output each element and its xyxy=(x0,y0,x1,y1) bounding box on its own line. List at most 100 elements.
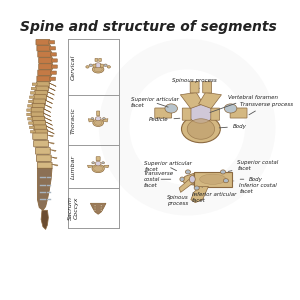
FancyBboxPatch shape xyxy=(38,52,52,57)
FancyBboxPatch shape xyxy=(51,59,57,62)
FancyBboxPatch shape xyxy=(32,116,45,121)
Text: Pedicle: Pedicle xyxy=(149,117,180,122)
Ellipse shape xyxy=(165,104,178,113)
FancyBboxPatch shape xyxy=(27,109,32,111)
Polygon shape xyxy=(43,113,51,117)
FancyBboxPatch shape xyxy=(32,103,45,108)
Polygon shape xyxy=(48,142,54,144)
Ellipse shape xyxy=(34,139,46,141)
Ellipse shape xyxy=(86,66,89,68)
Text: Lumbar: Lumbar xyxy=(70,155,76,179)
Polygon shape xyxy=(43,109,51,112)
Polygon shape xyxy=(51,157,57,159)
Ellipse shape xyxy=(38,44,48,46)
Text: Superior costal
facet: Superior costal facet xyxy=(228,160,279,171)
FancyBboxPatch shape xyxy=(33,121,46,126)
Ellipse shape xyxy=(34,121,43,122)
FancyBboxPatch shape xyxy=(36,86,48,91)
Polygon shape xyxy=(49,83,56,86)
Text: Body: Body xyxy=(219,124,247,129)
Ellipse shape xyxy=(189,176,195,183)
Ellipse shape xyxy=(94,166,103,171)
FancyBboxPatch shape xyxy=(230,108,247,118)
FancyBboxPatch shape xyxy=(93,64,96,67)
Polygon shape xyxy=(104,165,109,168)
FancyBboxPatch shape xyxy=(97,111,100,116)
Polygon shape xyxy=(103,119,108,122)
Ellipse shape xyxy=(100,205,102,206)
Ellipse shape xyxy=(39,75,50,77)
Polygon shape xyxy=(50,149,56,152)
Polygon shape xyxy=(47,130,54,134)
FancyBboxPatch shape xyxy=(203,82,212,93)
Polygon shape xyxy=(180,92,203,108)
Ellipse shape xyxy=(39,57,50,59)
Ellipse shape xyxy=(93,119,104,127)
FancyBboxPatch shape xyxy=(96,157,100,161)
FancyBboxPatch shape xyxy=(29,96,34,98)
Ellipse shape xyxy=(100,207,102,209)
Text: Transverse
costal
facet: Transverse costal facet xyxy=(143,171,173,188)
FancyBboxPatch shape xyxy=(36,155,51,161)
Polygon shape xyxy=(47,135,53,137)
FancyBboxPatch shape xyxy=(38,70,52,76)
Polygon shape xyxy=(46,96,53,100)
Ellipse shape xyxy=(200,174,226,184)
Ellipse shape xyxy=(102,162,104,164)
Text: Superior articular
facet: Superior articular facet xyxy=(130,97,178,108)
FancyBboxPatch shape xyxy=(211,108,220,120)
FancyBboxPatch shape xyxy=(37,76,51,82)
Text: Superior articular
facet: Superior articular facet xyxy=(144,161,192,172)
Polygon shape xyxy=(45,122,52,125)
Polygon shape xyxy=(45,100,52,104)
FancyBboxPatch shape xyxy=(27,113,32,116)
Ellipse shape xyxy=(37,154,49,156)
Polygon shape xyxy=(199,92,221,108)
Ellipse shape xyxy=(95,117,101,121)
FancyBboxPatch shape xyxy=(34,95,46,100)
Ellipse shape xyxy=(107,66,110,68)
Ellipse shape xyxy=(94,210,96,211)
Ellipse shape xyxy=(94,205,96,206)
FancyBboxPatch shape xyxy=(37,46,51,51)
Text: Thoracic: Thoracic xyxy=(70,107,76,134)
FancyBboxPatch shape xyxy=(50,71,56,74)
FancyBboxPatch shape xyxy=(50,77,56,80)
Ellipse shape xyxy=(95,63,101,68)
FancyBboxPatch shape xyxy=(33,133,47,140)
Ellipse shape xyxy=(37,91,47,92)
Text: Transverse process: Transverse process xyxy=(240,102,293,115)
Polygon shape xyxy=(194,172,232,187)
Polygon shape xyxy=(52,164,58,166)
Text: Inferior costal
facet: Inferior costal facet xyxy=(234,181,277,194)
Ellipse shape xyxy=(38,86,48,88)
FancyBboxPatch shape xyxy=(155,108,172,118)
Polygon shape xyxy=(90,203,106,214)
Polygon shape xyxy=(182,173,194,185)
FancyBboxPatch shape xyxy=(100,64,103,67)
Polygon shape xyxy=(88,119,93,122)
FancyBboxPatch shape xyxy=(35,129,47,134)
FancyBboxPatch shape xyxy=(35,90,47,95)
FancyBboxPatch shape xyxy=(33,99,46,104)
Ellipse shape xyxy=(94,67,102,72)
Ellipse shape xyxy=(92,162,95,164)
FancyBboxPatch shape xyxy=(28,104,33,107)
Ellipse shape xyxy=(33,116,42,118)
FancyBboxPatch shape xyxy=(31,87,36,90)
Ellipse shape xyxy=(224,104,237,113)
FancyBboxPatch shape xyxy=(190,82,199,93)
FancyBboxPatch shape xyxy=(31,112,44,117)
FancyBboxPatch shape xyxy=(99,58,101,61)
Polygon shape xyxy=(179,178,192,192)
Ellipse shape xyxy=(34,103,44,105)
Text: Sacrum
Coccyx: Sacrum Coccyx xyxy=(68,196,78,220)
Ellipse shape xyxy=(92,66,104,73)
Polygon shape xyxy=(191,187,208,202)
Ellipse shape xyxy=(91,118,94,120)
FancyBboxPatch shape xyxy=(95,58,98,61)
Ellipse shape xyxy=(220,170,226,174)
Ellipse shape xyxy=(224,178,229,183)
Ellipse shape xyxy=(35,129,45,131)
Text: Inferior articular
facet: Inferior articular facet xyxy=(192,188,236,203)
